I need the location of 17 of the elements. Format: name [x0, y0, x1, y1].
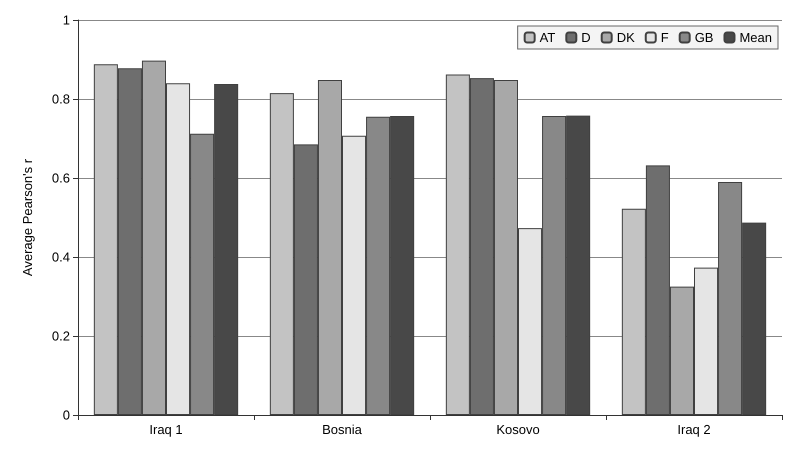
x-tick-label: Kosovo — [496, 422, 540, 437]
y-tick-label: 0.8 — [52, 92, 70, 106]
legend-label: AT — [540, 30, 556, 45]
legend-label: GB — [694, 30, 714, 45]
x-tick-label: Iraq 1 — [149, 422, 183, 437]
y-tick-label: 0.4 — [52, 250, 70, 264]
y-tick-label: 1 — [62, 12, 70, 28]
y-tick-label: 0 — [62, 408, 70, 422]
x-tick-label: Bosnia — [322, 422, 363, 437]
y-tick-label: 0.2 — [52, 328, 70, 344]
y-tick-label: 0.6 — [52, 170, 70, 186]
legend-label: D — [581, 30, 591, 45]
y-axis-title: Average Pearson's r — [20, 158, 35, 276]
legend-label: Mean — [739, 30, 772, 45]
legend-label: DK — [616, 30, 636, 45]
x-tick-label: Iraq 2 — [677, 422, 711, 437]
legend-label: F — [660, 30, 669, 45]
